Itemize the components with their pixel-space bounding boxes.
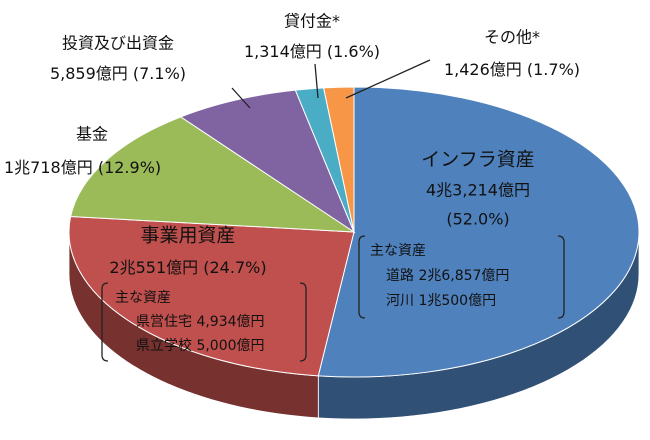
slice (317, 86, 640, 420)
bracket (101, 282, 109, 362)
note-item: 県営住宅 4,934億円 (136, 314, 265, 330)
bracket (358, 235, 366, 319)
note-title: 主な資産 (370, 243, 426, 259)
value-label: (7.1%) (133, 64, 186, 83)
slice (68, 216, 355, 419)
pie (68, 86, 640, 420)
slice-label: インフラ資産 (421, 149, 534, 171)
slice-label: 貸付金* (284, 12, 340, 31)
leader-line (314, 63, 319, 99)
note-item: 河川 1兆500億円 (386, 293, 496, 309)
amount-label: 1兆718億円 (4, 158, 93, 177)
amount-label: 1,314億円 (244, 42, 322, 61)
value-label: (24.7%) (203, 258, 266, 277)
amount-label: 1,426億円 (444, 60, 522, 79)
slice (179, 89, 356, 234)
slice-top (70, 116, 356, 233)
slice-top (68, 216, 355, 377)
slice-label: 投資及び出資金 (62, 34, 174, 53)
value-label: (1.7%) (527, 60, 580, 79)
slice-amount: 1,314億円 (1.6%) (244, 42, 380, 61)
leader-line (345, 59, 431, 99)
slice (323, 86, 355, 233)
note-item: 道路 2兆6,857億円 (386, 268, 509, 284)
slice-amount: 1兆718億円 (12.9%) (4, 158, 161, 177)
slice-top (323, 86, 355, 233)
value-label: (12.9%) (98, 158, 161, 177)
slice-amount: 1,426億円 (1.7%) (444, 60, 580, 79)
leader-line (231, 87, 251, 109)
note-item: 県立学校 5,000億円 (136, 337, 265, 354)
slice (70, 116, 356, 233)
slice-amount: 5,859億円 (7.1%) (50, 64, 186, 83)
value-label: (52.0%) (446, 210, 509, 229)
amount-label: 4兆3,214億円 (426, 181, 530, 200)
bracket (299, 282, 307, 362)
slice-amount: 2兆551億円 (24.7%) (109, 258, 266, 277)
slice-top (179, 89, 356, 234)
value-label: (1.6%) (327, 42, 380, 61)
note-title: 主な資産 (115, 290, 171, 306)
amount-label: 5,859億円 (50, 64, 128, 83)
slice-top (317, 86, 640, 378)
slice-label: その他* (484, 28, 540, 47)
slice-label: 基金 (76, 125, 108, 144)
amount-label: 2兆551億円 (109, 258, 198, 277)
bracket (557, 235, 565, 319)
slice-label: 事業用資産 (140, 225, 235, 247)
